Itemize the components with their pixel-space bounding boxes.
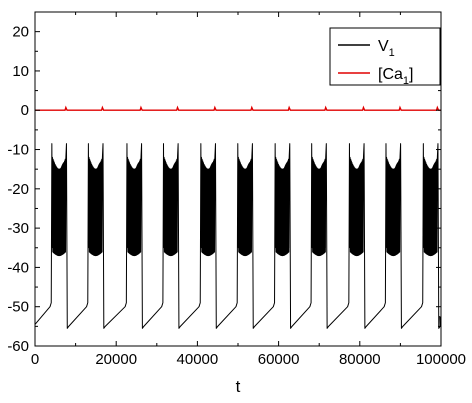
y-tick-label: -30	[7, 220, 29, 237]
plot-content	[34, 105, 442, 329]
burst-6	[238, 161, 252, 251]
burst-2	[88, 161, 103, 251]
legend-label-2: [Ca1]	[378, 66, 413, 87]
y-tick-label: 10	[12, 63, 29, 80]
burst-1	[52, 161, 66, 251]
axes: 0 20000 40000 60000 80000 100000 -60 -50 -40 -30 -…	[7, 11, 466, 396]
x-axis-title: t	[236, 377, 241, 396]
burst-8	[312, 161, 326, 251]
burst-3	[127, 161, 141, 251]
burst-7	[275, 161, 290, 251]
burst-5	[201, 161, 215, 251]
burst-4	[164, 161, 178, 251]
ca1-trace	[35, 105, 441, 111]
legend-label-1: V1	[378, 38, 395, 59]
x-tick-label: 60000	[258, 351, 300, 368]
burst-11	[423, 161, 438, 251]
legend-box	[329, 27, 441, 86]
x-tick-label: 100000	[416, 351, 466, 368]
y-tick-label: -40	[7, 259, 29, 276]
burst-9	[350, 161, 364, 251]
x-tick-label: 20000	[95, 351, 137, 368]
x-tick-label: 0	[31, 351, 39, 368]
y-tick-label: -50	[7, 299, 29, 316]
y-tick-label: -20	[7, 181, 29, 198]
x-tick-label: 40000	[177, 351, 219, 368]
legend: V1 [Ca1]	[329, 27, 441, 87]
x-tick-label: 80000	[339, 351, 381, 368]
burst-10	[386, 161, 400, 251]
y-tick-label: 0	[21, 102, 29, 119]
y-tick-label: 20	[12, 24, 29, 41]
y-tick-label: -60	[7, 338, 29, 355]
y-tick-label: -10	[7, 142, 29, 159]
